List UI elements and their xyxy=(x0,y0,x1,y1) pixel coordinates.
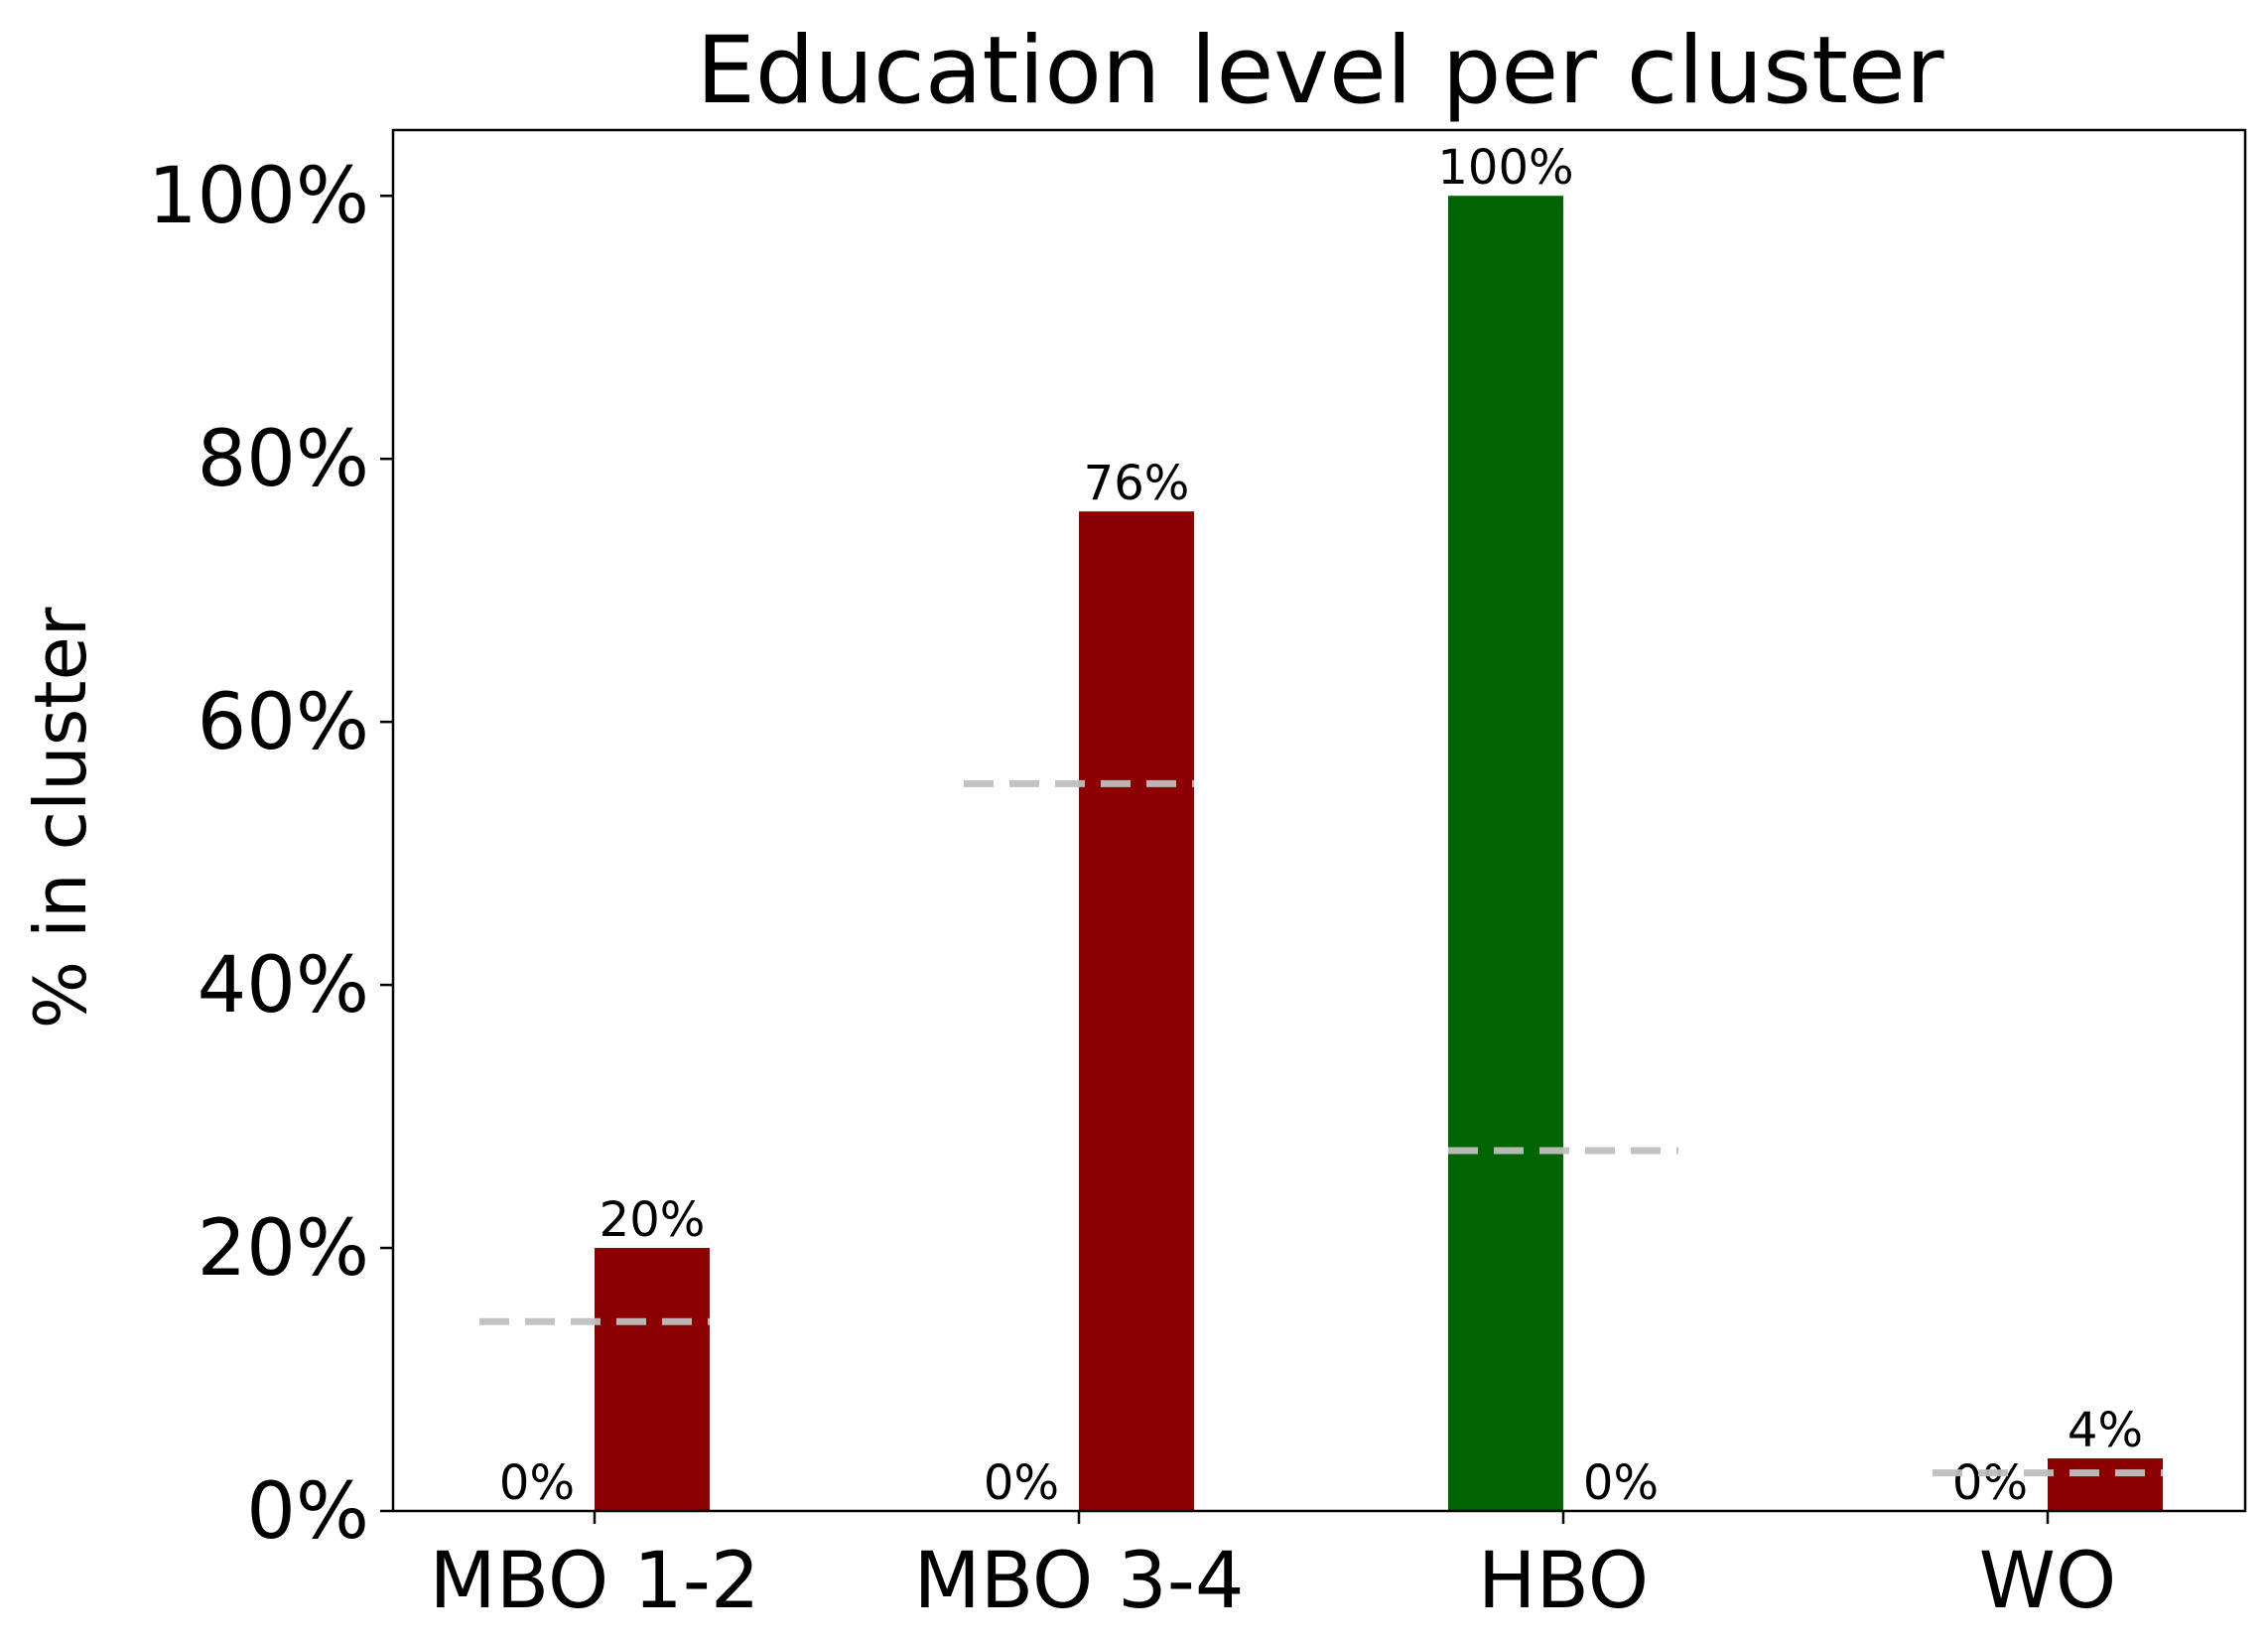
data-label-2-4: 4% xyxy=(2068,1403,2143,1458)
data-label-1-4: 0% xyxy=(1952,1455,2028,1511)
y-tick-label-3: 40% xyxy=(198,941,369,1030)
y-tick-label-6: 100% xyxy=(148,152,369,241)
axes-frame xyxy=(391,128,2247,1513)
x-tick-label-3: HBO xyxy=(1478,1537,1649,1626)
x-tick-label-2: MBO 3-4 xyxy=(913,1537,1244,1626)
bar-2-4 xyxy=(2048,1458,2163,1511)
x-tick-label-1: MBO 1-2 xyxy=(429,1537,759,1626)
data-label-2-3: 0% xyxy=(1583,1455,1659,1511)
y-tick-label-4: 60% xyxy=(198,678,369,767)
x-tick-label-4: WO xyxy=(1979,1537,2117,1626)
bar-1-3 xyxy=(1448,196,1563,1512)
data-label-2-2: 76% xyxy=(1084,456,1190,511)
y-tick-label-2: 20% xyxy=(198,1204,369,1294)
plot-area: 0% 0% 100% 0% 20% 76% 0% 4% 0% 20% 40% 60% 80% 100% MB… xyxy=(148,128,2247,1626)
y-tick-label-1: 0% xyxy=(246,1467,369,1557)
data-label-2-1: 20% xyxy=(600,1192,706,1248)
bar-2-1 xyxy=(595,1248,710,1511)
y-tick-label-5: 80% xyxy=(198,415,369,504)
bar-2-2 xyxy=(1079,511,1194,1511)
data-label-1-1: 0% xyxy=(499,1455,575,1511)
data-label-1-3: 100% xyxy=(1437,140,1573,196)
data-label-1-2: 0% xyxy=(984,1455,1059,1511)
y-axis-label: % in cluster xyxy=(19,607,102,1028)
chart-title: Education level per cluster xyxy=(697,17,1944,125)
